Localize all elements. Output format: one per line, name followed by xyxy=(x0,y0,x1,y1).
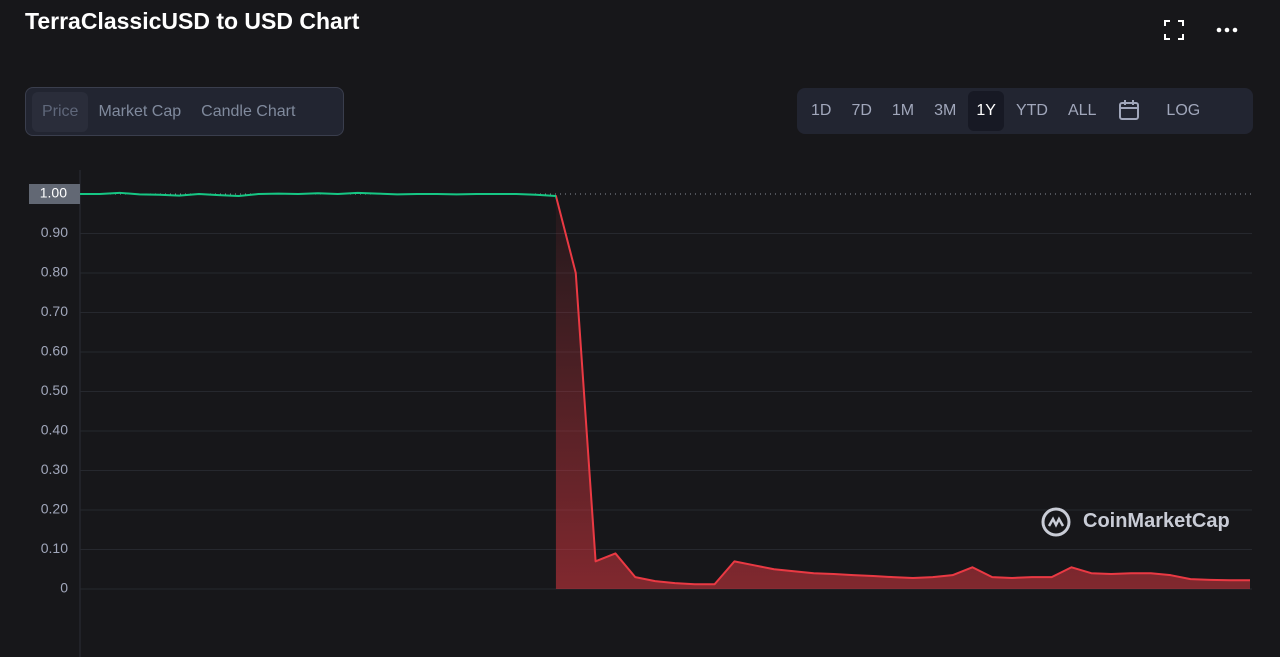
more-icon[interactable] xyxy=(1215,26,1239,34)
calendar-button[interactable] xyxy=(1108,99,1154,123)
watermark-logo xyxy=(1041,507,1071,537)
tab-button[interactable]: Market Cap xyxy=(98,102,182,120)
price-marker xyxy=(29,184,80,204)
range-button[interactable]: 1D xyxy=(811,102,832,119)
y-tick-label: 0.30 xyxy=(41,461,68,477)
range-button[interactable]: 7D xyxy=(851,102,872,119)
range-button[interactable]: 3M xyxy=(934,102,957,119)
y-tick-label: 0.70 xyxy=(41,303,68,319)
calendar-icon xyxy=(1119,100,1140,120)
tab-group: Price Market Cap Candle Chart xyxy=(25,87,344,136)
range-button[interactable]: ALL xyxy=(1067,102,1097,119)
y-tick-label: 0.50 xyxy=(41,382,68,398)
watermark: CoinMarketCap xyxy=(1083,510,1230,532)
y-tick-label: 0.80 xyxy=(41,264,68,280)
y-tick-label: 0.90 xyxy=(41,224,68,240)
y-tick-label: 1.00 xyxy=(40,185,67,201)
y-tick-label: 0.20 xyxy=(41,501,68,517)
chart-title: TerraClassicUSD to USD Chart xyxy=(25,8,360,34)
y-tick-label: 0.60 xyxy=(41,343,68,359)
range-button[interactable]: 1Y xyxy=(968,91,1004,131)
tab-button[interactable]: Price xyxy=(32,91,89,132)
fullscreen-icon[interactable] xyxy=(1163,19,1185,41)
range-button[interactable]: YTD xyxy=(1015,102,1048,119)
price-line xyxy=(80,191,1250,586)
y-tick-label: 0.10 xyxy=(41,540,68,556)
log-button[interactable]: LOG xyxy=(1166,102,1201,119)
range-button[interactable]: 1M xyxy=(891,102,915,119)
y-tick-label: 0 xyxy=(60,580,68,596)
y-tick-label: 0.40 xyxy=(41,422,68,438)
tab-button[interactable]: Candle Chart xyxy=(201,102,296,120)
range-group: 1D 7D 1M 3M 1Y YTD ALL LOG xyxy=(797,88,1253,134)
